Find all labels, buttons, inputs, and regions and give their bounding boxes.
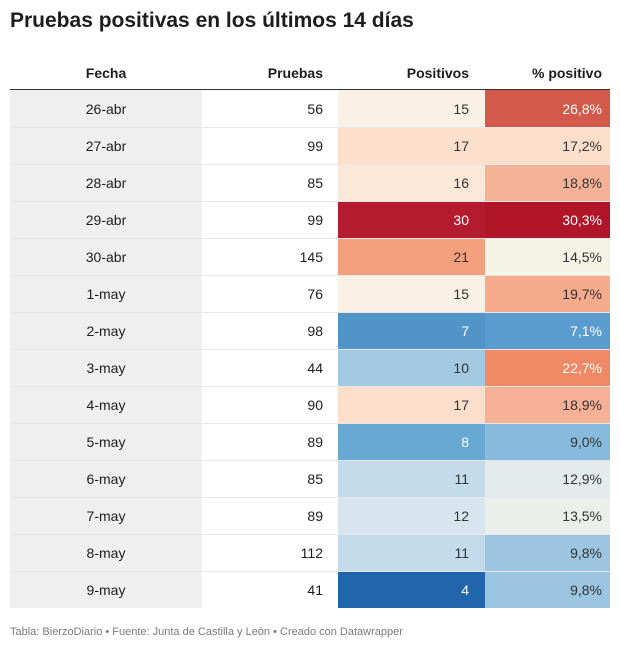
cell-positivos: 10 [338,349,485,386]
cell-pct-positivo: 12,9% [485,460,610,497]
cell-fecha: 27-abr [10,127,202,164]
table-row: 8-may 112 11 9,8% [10,534,610,571]
cell-positivos: 17 [338,127,485,164]
cell-pruebas: 89 [202,423,338,460]
table-row: 27-abr 99 17 17,2% [10,127,610,164]
data-table: Fecha Pruebas Positivos % positivo 26-ab… [10,56,610,608]
cell-pct-positivo: 9,8% [485,534,610,571]
cell-pct-positivo: 14,5% [485,238,610,275]
table-row: 4-may 90 17 18,9% [10,386,610,423]
cell-positivos: 12 [338,497,485,534]
cell-pct-positivo: 30,3% [485,201,610,238]
cell-pruebas: 112 [202,534,338,571]
cell-fecha: 26-abr [10,90,202,127]
cell-fecha: 4-may [10,386,202,423]
cell-pct-positivo: 17,2% [485,127,610,164]
cell-fecha: 6-may [10,460,202,497]
cell-pct-positivo: 19,7% [485,275,610,312]
chart-title: Pruebas positivas en los últimos 14 días [10,9,414,32]
table-row: 26-abr 56 15 26,8% [10,90,610,127]
cell-pruebas: 44 [202,349,338,386]
table-row: 7-may 89 12 13,5% [10,497,610,534]
cell-positivos: 11 [338,460,485,497]
table-row: 5-may 89 8 9,0% [10,423,610,460]
cell-fecha: 30-abr [10,238,202,275]
cell-pct-positivo: 18,9% [485,386,610,423]
source-footer: Tabla: BierzoDiario • Fuente: Junta de C… [10,626,403,638]
table-row: 28-abr 85 16 18,8% [10,164,610,201]
cell-pruebas: 41 [202,571,338,608]
table-body: 26-abr 56 15 26,8% 27-abr 99 17 17,2% 28-abr 85 16… [10,90,610,608]
cell-fecha: 7-may [10,497,202,534]
cell-pct-positivo: 7,1% [485,312,610,349]
cell-fecha: 8-may [10,534,202,571]
cell-pruebas: 85 [202,164,338,201]
cell-fecha: 5-may [10,423,202,460]
cell-positivos: 16 [338,164,485,201]
cell-fecha: 28-abr [10,164,202,201]
table-row: 30-abr 145 21 14,5% [10,238,610,275]
cell-pruebas: 99 [202,201,338,238]
cell-positivos: 4 [338,571,485,608]
table-row: 1-may 76 15 19,7% [10,275,610,312]
cell-pct-positivo: 9,8% [485,571,610,608]
header-fecha[interactable]: Fecha [85,64,127,81]
cell-pct-positivo: 22,7% [485,349,610,386]
cell-fecha: 29-abr [10,201,202,238]
table-row: 29-abr 99 30 30,3% [10,201,610,238]
table-header: Fecha Pruebas Positivos % positivo [10,56,610,90]
table-row: 9-may 41 4 9,8% [10,571,610,608]
cell-pruebas: 145 [202,238,338,275]
cell-pct-positivo: 9,0% [485,423,610,460]
header-pct-positivo[interactable]: % positivo [531,64,602,81]
cell-pct-positivo: 13,5% [485,497,610,534]
cell-fecha: 9-may [10,571,202,608]
cell-pruebas: 98 [202,312,338,349]
table-row: 6-may 85 11 12,9% [10,460,610,497]
cell-pruebas: 89 [202,497,338,534]
cell-positivos: 8 [338,423,485,460]
cell-positivos: 15 [338,275,485,312]
cell-positivos: 11 [338,534,485,571]
cell-positivos: 17 [338,386,485,423]
cell-pruebas: 99 [202,127,338,164]
cell-positivos: 15 [338,90,485,127]
cell-pct-positivo: 26,8% [485,90,610,127]
cell-fecha: 3-may [10,349,202,386]
header-positivos[interactable]: Positivos [406,64,469,81]
table-row: 2-may 98 7 7,1% [10,312,610,349]
cell-positivos: 21 [338,238,485,275]
table-row: 3-may 44 10 22,7% [10,349,610,386]
cell-fecha: 1-may [10,275,202,312]
cell-fecha: 2-may [10,312,202,349]
cell-pruebas: 90 [202,386,338,423]
cell-positivos: 7 [338,312,485,349]
cell-pruebas: 76 [202,275,338,312]
cell-pct-positivo: 18,8% [485,164,610,201]
header-pruebas[interactable]: Pruebas [267,64,323,81]
cell-positivos: 30 [338,201,485,238]
cell-pruebas: 56 [307,100,323,117]
cell-pruebas: 85 [202,460,338,497]
